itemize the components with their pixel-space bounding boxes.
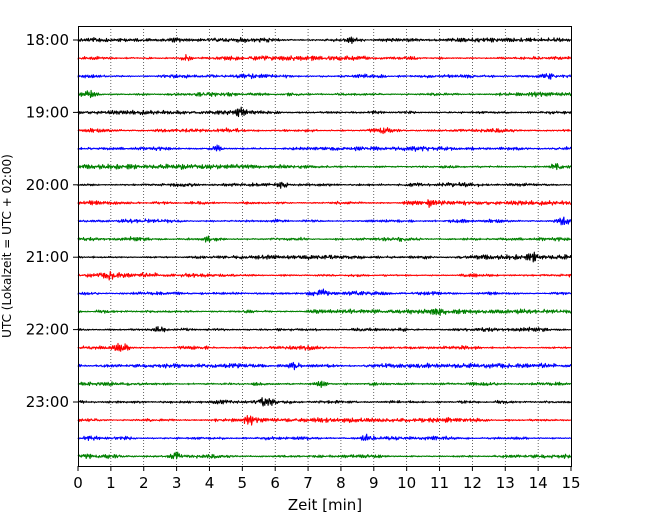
y-tick-label: 21:00 — [26, 248, 69, 266]
trace-2330 — [77, 433, 572, 441]
trace-2000 — [77, 181, 572, 189]
trace-2030 — [77, 216, 572, 226]
trace-1930 — [77, 144, 572, 152]
x-tick-label: 11 — [430, 474, 449, 492]
x-tick-label: 3 — [172, 474, 182, 492]
trace-2315 — [77, 414, 572, 426]
trace-2045 — [77, 235, 572, 243]
x-tick-label: 9 — [369, 474, 379, 492]
x-tick-label: 2 — [139, 474, 149, 492]
x-tick-label: 12 — [463, 474, 482, 492]
vertical-grid — [110, 26, 539, 466]
trace-1845 — [77, 89, 572, 99]
trace-lines — [77, 36, 572, 460]
trace-2300 — [77, 397, 572, 407]
trace-2215 — [77, 342, 572, 352]
trace-1915 — [77, 127, 572, 135]
trace-2130 — [77, 288, 572, 297]
trace-1815 — [77, 54, 572, 62]
trace-1830 — [77, 73, 572, 80]
trace-2145 — [77, 308, 572, 317]
y-tick-label: 20:00 — [26, 176, 69, 194]
trace-2015 — [77, 199, 572, 208]
trace-2245 — [77, 380, 572, 388]
x-tick-label: 15 — [561, 474, 580, 492]
y-tick-label: 19:00 — [26, 103, 69, 121]
x-tick-label: 8 — [336, 474, 346, 492]
trace-2345 — [77, 451, 572, 460]
y-tick-label: 23:00 — [26, 393, 69, 411]
trace-2115 — [77, 270, 572, 281]
x-tick-label: 4 — [205, 474, 215, 492]
trace-1800 — [77, 36, 572, 45]
trace-2200 — [77, 326, 572, 333]
y-tick-label: 22:00 — [26, 321, 69, 339]
x-tick-label: 7 — [303, 474, 313, 492]
y-axis-label: UTC (Lokalzeit = UTC + 02:00) — [0, 154, 14, 338]
x-tick-label: 5 — [238, 474, 248, 492]
x-tick-label: 1 — [106, 474, 116, 492]
x-axis-ticks: 0 1 2 3 4 5 6 7 8 9 10 11 12 13 14 15 — [73, 466, 581, 492]
x-tick-label: 10 — [397, 474, 416, 492]
x-tick-label: 6 — [270, 474, 280, 492]
x-axis-label: Zeit [min] — [288, 496, 362, 514]
x-tick-label: 0 — [73, 474, 83, 492]
trace-2100 — [77, 251, 572, 263]
trace-2230 — [77, 361, 572, 371]
y-axis-ticks: 18:00 19:00 20:00 21:00 22:00 23:00 — [26, 31, 78, 411]
trace-1900 — [77, 106, 572, 118]
y-tick-label: 18:00 — [26, 31, 69, 49]
x-tick-label: 13 — [496, 474, 515, 492]
plot-frame — [78, 26, 572, 467]
x-tick-label: 14 — [529, 474, 548, 492]
trace-1945 — [77, 163, 572, 171]
